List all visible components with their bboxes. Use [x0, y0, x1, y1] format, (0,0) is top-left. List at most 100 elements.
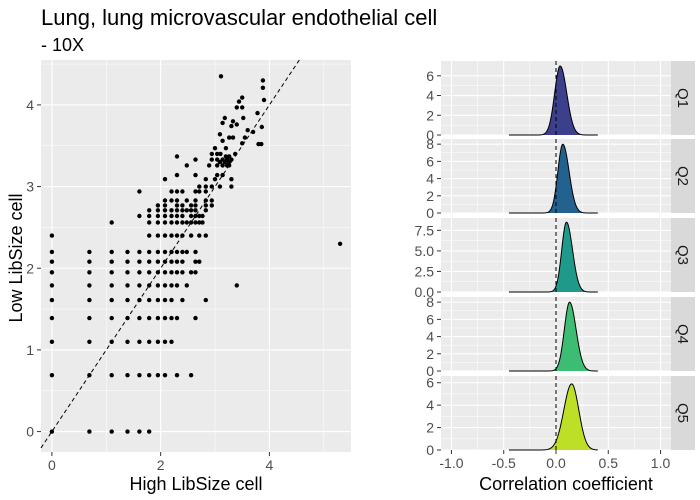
scatter-point: [162, 373, 168, 378]
scatter-point: [169, 315, 174, 321]
correlation-density-panels: 0246Q102468Q20.02.55.07.5Q302468Q40246Q5…: [415, 61, 695, 471]
scatter-point: [137, 339, 142, 344]
scatter-point: [188, 203, 194, 208]
scatter-point: [180, 213, 185, 219]
y-tick-label: 7.5: [415, 222, 435, 238]
scatter-point: [184, 208, 189, 213]
scatter-point: [234, 122, 239, 127]
scatter-point: [223, 154, 229, 159]
scatter-point: [174, 154, 180, 159]
scatter-point: [137, 189, 142, 194]
density-area-q4: [508, 302, 598, 371]
scatter-point: [259, 141, 264, 147]
scatter-point: [180, 208, 185, 213]
scatter-point: [212, 146, 218, 151]
scatter-point: [137, 297, 142, 303]
scatter-point: [137, 213, 142, 219]
scatter-point: [169, 259, 174, 264]
scatter-point: [240, 105, 245, 110]
scatter-point: [217, 132, 223, 137]
facet-strip: [671, 139, 695, 213]
scatter-point: [203, 177, 208, 182]
scatter-point: [162, 208, 168, 213]
chart-subtitle: - 10X: [41, 35, 84, 55]
scatter-point: [203, 203, 208, 208]
y-tick-label: 0: [426, 363, 434, 379]
scatter-point: [197, 213, 202, 219]
scatter-point: [169, 283, 174, 288]
scatter-point: [109, 429, 114, 434]
scatter-x-axis-title: High LibSize cell: [129, 474, 262, 494]
y-tick-label: 1: [26, 342, 34, 358]
scatter-point: [162, 203, 168, 208]
y-tick-label: 2: [26, 260, 34, 276]
scatter-point: [49, 339, 55, 344]
scatter-point: [236, 99, 242, 104]
scatter-point: [155, 249, 161, 255]
y-tick-label: 0: [26, 424, 34, 440]
scatter-point: [197, 233, 202, 238]
scatter-point: [87, 283, 92, 288]
scatter-point: [147, 233, 152, 238]
scatter-point: [180, 203, 185, 208]
scatter-point: [169, 233, 174, 238]
scatter-point: [220, 172, 225, 178]
facet-label-q3: Q3: [674, 245, 691, 265]
scatter-point: [109, 373, 114, 378]
scatter-plot: 0 2 4 0 1 2 3 4: [26, 59, 351, 473]
scatter-point: [155, 208, 161, 213]
scatter-point: [174, 373, 180, 378]
facet-label-q5: Q5: [674, 403, 691, 423]
y-tick-label: 6: [426, 153, 434, 169]
scatter-point: [87, 315, 92, 321]
chart-title: Lung, lung microvascular endothelial cel…: [41, 5, 437, 30]
scatter-point: [162, 315, 168, 321]
scatter-point: [193, 157, 198, 162]
scatter-point: [109, 270, 114, 275]
scatter-point: [137, 315, 142, 321]
y-tick-label: 3: [26, 179, 34, 195]
y-tick-label: 0: [426, 127, 434, 143]
scatter-point: [229, 157, 234, 162]
scatter-point: [147, 270, 152, 275]
scatter-point: [200, 213, 205, 219]
y-tick-label: 4: [426, 397, 434, 413]
density-curve-q4: [508, 301, 598, 372]
scatter-point: [125, 249, 130, 255]
scatter-point: [180, 189, 185, 194]
scatter-point: [174, 259, 180, 264]
scatter-point: [162, 233, 168, 238]
scatter-point: [242, 135, 248, 140]
scatter-point: [125, 315, 130, 321]
scatter-panel-background: [41, 60, 351, 452]
scatter-point: [137, 283, 142, 288]
scatter-point: [147, 339, 152, 344]
scatter-point: [162, 220, 168, 225]
scatter-point: [188, 220, 194, 225]
scatter-point: [169, 297, 174, 303]
scatter-point: [87, 429, 92, 434]
scatter-point: [184, 220, 189, 225]
x-tick-label: -0.5: [492, 455, 516, 471]
facet-label-q1: Q1: [674, 88, 691, 108]
scatter-point: [337, 241, 343, 246]
scatter-point: [162, 259, 168, 264]
scatter-point: [109, 259, 114, 264]
y-tick-label: 2: [426, 188, 434, 204]
scatter-point: [180, 249, 185, 255]
y-tick-label: 2: [426, 107, 434, 123]
scatter-point: [193, 203, 198, 208]
scatter-point: [109, 220, 114, 225]
scatter-point: [87, 373, 92, 378]
scatter-point: [155, 259, 161, 264]
scatter-point: [188, 270, 194, 275]
scatter-point: [193, 315, 198, 321]
scatter-point: [203, 184, 208, 189]
scatter-point: [162, 297, 168, 303]
scatter-point: [180, 259, 185, 264]
scatter-point: [169, 198, 174, 203]
scatter-point: [197, 189, 202, 194]
y-tick-label: 6: [426, 375, 434, 391]
scatter-point: [209, 184, 214, 189]
